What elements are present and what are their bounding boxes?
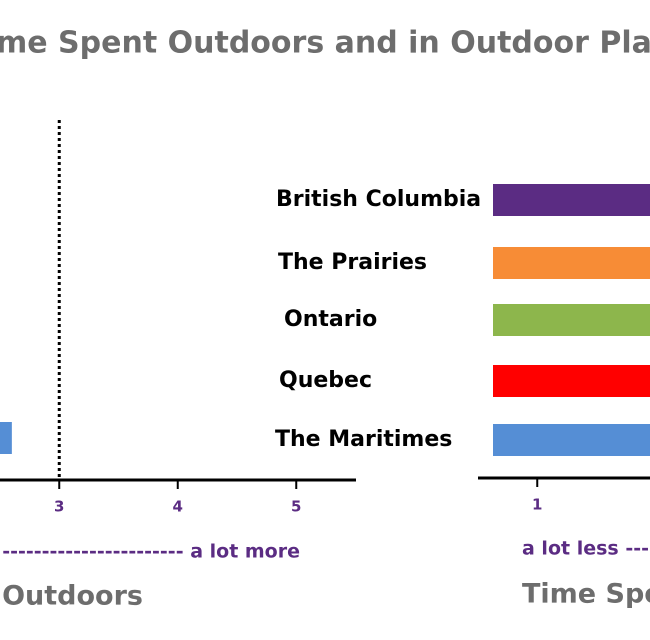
chart-title: me Spent Outdoors and in Outdoor Play [0,26,650,61]
bar [493,304,650,336]
x-tick-label: 5 [291,498,301,516]
category-label: The Prairies [278,250,427,275]
bar [493,247,650,279]
x-tick-label: 4 [173,498,183,516]
category-label: Quebec [279,368,372,393]
bar [493,365,650,397]
category-label: Ontario [284,307,377,332]
x-tick-label: 1 [532,496,542,514]
x-scale-label: ----------------------- a lot more [2,541,300,563]
category-label: The Maritimes [275,427,452,452]
x-axis-title: t Outdoors [0,581,143,612]
bar [493,424,650,456]
category-label: British Columbia [276,187,481,212]
x-scale-label: a lot less --- [522,538,649,560]
x-tick-label: 3 [54,498,64,516]
bar [493,184,650,216]
x-axis-title: Time Spen [522,579,650,610]
bar [0,422,12,454]
